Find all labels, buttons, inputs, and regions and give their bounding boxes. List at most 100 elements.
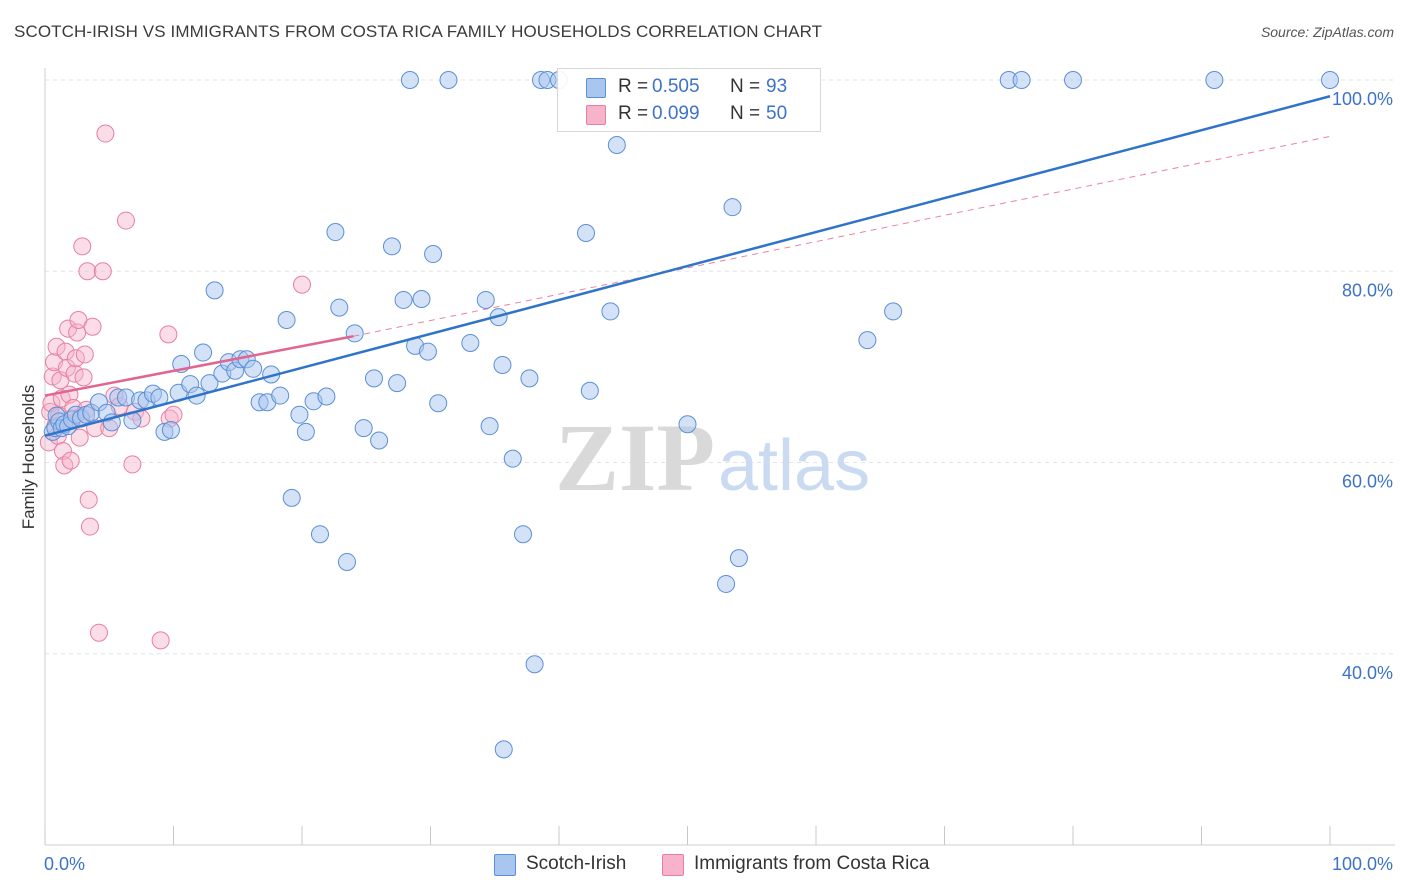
scotch-irish-point: [514, 525, 533, 544]
scotch-irish-point: [580, 381, 599, 400]
costa-rica-point: [96, 124, 115, 143]
legend-n-label: N =: [730, 103, 761, 124]
costa-rica-point: [61, 451, 80, 470]
y-axis-title: Family Households: [19, 385, 38, 530]
costa-rica-point: [83, 317, 102, 336]
legend-r-label: R =: [618, 103, 649, 124]
y-tick-label: 100.0%: [1332, 89, 1393, 109]
scotch-irish-point: [494, 740, 513, 759]
scotch-irish-point: [429, 394, 448, 413]
costa-rica-point: [89, 623, 108, 642]
scotch-irish-point: [370, 431, 389, 450]
scotch-irish-point: [277, 311, 296, 330]
scotch-irish-point: [439, 71, 458, 89]
x-tick-label-start: 0.0%: [44, 854, 85, 874]
legend-row-costa-rica: R = 0.099 N = 50: [558, 101, 820, 127]
axes-layer: [44, 68, 1395, 846]
scotch-irish-point: [412, 289, 431, 308]
costa-rica-point: [293, 275, 311, 294]
watermark: ZIP atlas: [555, 404, 870, 511]
y-tick-label: 60.0%: [1342, 472, 1393, 492]
scotch-irish-point: [282, 488, 301, 507]
scotch-irish-point: [717, 574, 736, 593]
bottom-legend-label: Scotch-Irish: [526, 853, 627, 874]
costa-rica-point: [75, 345, 94, 364]
costa-rica-point: [53, 442, 72, 461]
legend-r-value: 0.099: [652, 103, 700, 124]
scotch-irish-point: [400, 71, 419, 89]
y-tick-label: 80.0%: [1342, 280, 1393, 300]
legend-n-value: 93: [766, 76, 788, 97]
scotch-irish-point: [354, 419, 373, 438]
costa-rica-point: [151, 631, 170, 650]
costa-rica-point: [65, 364, 84, 383]
scotch-irish-point: [161, 420, 180, 439]
costa-rica-trend-line: [44, 335, 354, 397]
scotch-irish-point: [418, 342, 437, 361]
legend-swatch-pink: [586, 105, 606, 125]
scotch-irish-point: [296, 422, 315, 441]
scotch-irish-point: [858, 331, 877, 350]
bottom-legend-scotch-irish: Scotch-Irish: [494, 852, 654, 876]
watermark-atlas: atlas: [718, 426, 870, 506]
scotch-irish-point: [330, 298, 349, 317]
scotch-irish-point: [520, 369, 539, 388]
costa-rica-point: [116, 211, 135, 230]
scotch-irish-point: [310, 525, 329, 544]
scotch-irish-point: [1064, 71, 1082, 89]
scotch-irish-point: [480, 417, 499, 436]
legend-n-value: 50: [766, 103, 788, 124]
trend-lines: [44, 95, 1331, 437]
costa-rica-point: [70, 428, 89, 447]
costa-rica-point: [47, 337, 66, 356]
scotch-irish-point: [503, 449, 522, 468]
scotch-irish-point: [601, 302, 620, 321]
x-tick-label-end: 100.0%: [1332, 854, 1393, 874]
legend-r-label: R =: [618, 76, 649, 97]
costa-rica-trend-extension: [353, 135, 1331, 337]
costa-rica-point: [79, 490, 98, 509]
scotch-irish-point: [576, 224, 595, 242]
scotch-irish-point: [388, 374, 407, 393]
costa-rica-point: [73, 237, 92, 256]
costa-rica-point: [66, 349, 85, 368]
costa-rica-point: [93, 262, 112, 281]
scotch-irish-point: [337, 552, 356, 571]
scotch-irish-point: [424, 245, 443, 264]
stats-legend: R = 0.505 N = 93 R = 0.099 N = 50: [557, 68, 821, 132]
costa-rica-point: [164, 405, 183, 424]
chart-title: SCOTCH-IRISH VS IMMIGRANTS FROM COSTA RI…: [14, 22, 823, 41]
scotch-irish-point: [678, 415, 697, 434]
scotch-irish-trend-line: [44, 95, 1331, 437]
scotch-irish-point: [607, 136, 626, 155]
costa-rica-point: [80, 517, 99, 536]
bottom-legend-swatch-pink: [662, 854, 684, 876]
costa-rica-point: [78, 262, 97, 281]
scotch-irish-point: [271, 386, 290, 405]
legend-r-value: 0.505: [652, 76, 700, 97]
source-label: Source: ZipAtlas.com: [1260, 24, 1394, 40]
scotch-irish-point: [729, 549, 748, 568]
legend-n-label: N =: [730, 76, 761, 97]
scotch-irish-point: [884, 302, 903, 321]
scotch-irish-point: [1205, 71, 1224, 89]
scotch-irish-point: [364, 369, 383, 388]
y-tick-label: 40.0%: [1342, 663, 1393, 683]
scotch-irish-point: [382, 237, 401, 256]
scotch-irish-point: [394, 290, 413, 309]
costa-rica-point: [74, 368, 93, 387]
scotch-irish-point: [205, 281, 224, 300]
scotch-irish-point: [493, 355, 512, 374]
scotch-irish-point: [244, 359, 263, 378]
scotch-irish-point: [525, 655, 544, 674]
costa-rica-point: [123, 455, 142, 474]
bottom-legend-costa-rica: Immigrants from Costa Rica: [662, 852, 962, 876]
scotch-irish-point: [1012, 71, 1031, 89]
legend-row-scotch-irish: R = 0.505 N = 93: [558, 74, 820, 100]
scotch-irish-point: [317, 387, 336, 406]
scotch-irish-point: [1321, 71, 1339, 89]
costa-rica-point: [56, 342, 75, 361]
scotch-irish-point: [326, 223, 345, 242]
scotch-irish-point: [461, 333, 480, 352]
